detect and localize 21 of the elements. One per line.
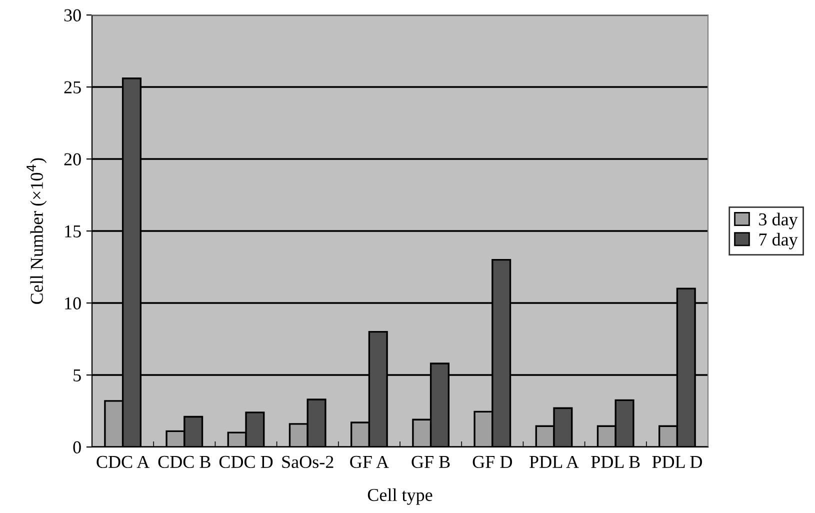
legend-label: 3 day: [759, 212, 798, 230]
legend-label: 7 day: [759, 232, 798, 250]
x-tick-label: PDL A: [530, 456, 579, 468]
y-tick-label: 15: [65, 225, 81, 238]
x-tick-label: CDC B: [158, 456, 210, 468]
y-axis-title: Cell Number (×10$^{4}$): [26, 158, 47, 304]
x-tick-label: CDC D: [219, 456, 273, 468]
x-tick-label: SaOs-2: [282, 456, 334, 468]
x-tick-label: GF A: [350, 456, 389, 468]
x-tick-label: GF D: [472, 456, 512, 468]
y-tick-label: 0: [73, 441, 81, 454]
y-tick-label: 25: [64, 81, 81, 94]
y-tick-label: 10: [65, 297, 81, 310]
x-axis-title: Cell type: [368, 488, 432, 505]
y-tick-label: 5: [74, 369, 81, 382]
y-tick-label: 20: [64, 153, 81, 166]
x-tick-label: GF B: [412, 456, 450, 468]
x-tick-label: PDL D: [652, 456, 702, 468]
x-tick-label: CDC A: [96, 456, 150, 468]
x-tick-label: PDL B: [591, 456, 640, 468]
y-tick-label: 30: [64, 9, 81, 22]
